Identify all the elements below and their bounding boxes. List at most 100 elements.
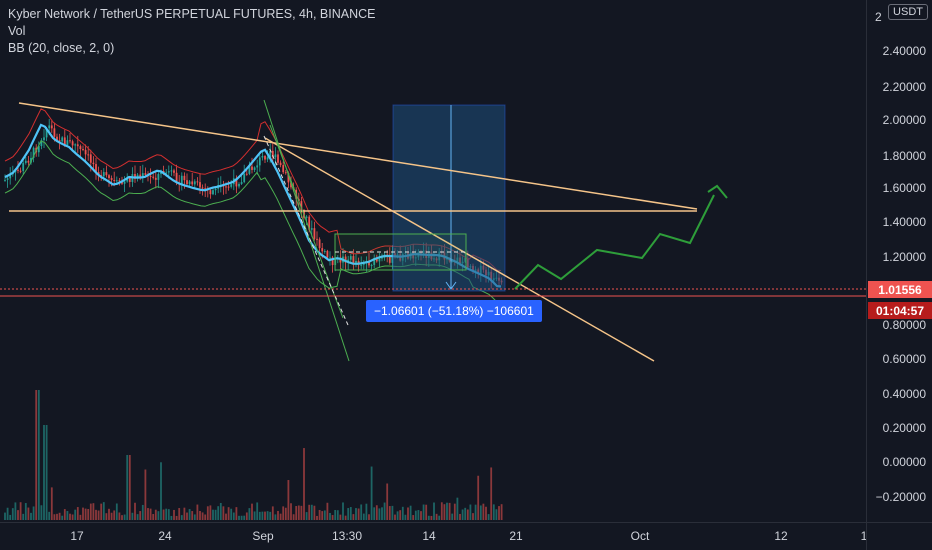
volume-bar bbox=[128, 455, 131, 520]
candle-body bbox=[173, 170, 175, 173]
price-tick-label: 0.40000 bbox=[882, 387, 926, 401]
candle-body bbox=[100, 175, 103, 177]
volume-bar bbox=[212, 509, 214, 520]
volume-bar bbox=[386, 483, 389, 520]
candle-body bbox=[79, 146, 82, 149]
volume-bar bbox=[381, 507, 383, 520]
volume-bar bbox=[30, 512, 32, 520]
time-tick-label: Oct bbox=[630, 529, 650, 543]
candle-body bbox=[186, 180, 188, 185]
volume-bar bbox=[420, 511, 422, 520]
currency-selector-button[interactable]: USDT bbox=[888, 4, 928, 20]
volume-bar bbox=[126, 455, 129, 520]
volume-bar bbox=[318, 509, 321, 520]
measure-box[interactable] bbox=[392, 104, 506, 292]
candle-body bbox=[243, 173, 246, 183]
trendline-upper-long[interactable] bbox=[18, 102, 698, 210]
volume-bar bbox=[45, 425, 48, 520]
candle-body bbox=[154, 177, 157, 180]
volume-bar bbox=[290, 503, 292, 520]
chart-legend[interactable]: Kyber Network / TetherUS PERPETUAL FUTUR… bbox=[8, 6, 375, 57]
volume-bar bbox=[334, 509, 337, 520]
channel-line-outer[interactable] bbox=[263, 99, 350, 362]
volume-bar bbox=[248, 508, 251, 520]
chart-pane[interactable]: Kyber Network / TetherUS PERPETUAL FUTUR… bbox=[0, 0, 866, 522]
price-chart-canvas[interactable] bbox=[0, 0, 866, 522]
volume-bar bbox=[37, 390, 40, 520]
volume-bar bbox=[388, 506, 391, 520]
volume-bar bbox=[492, 504, 495, 520]
volume-bar bbox=[352, 514, 355, 520]
candle-body bbox=[24, 160, 27, 164]
price-tick-label: 1.80000 bbox=[882, 149, 926, 163]
time-tick-label: 21 bbox=[509, 529, 523, 543]
volume-bar bbox=[191, 511, 194, 520]
candle-body bbox=[238, 183, 240, 187]
volume-bar bbox=[500, 504, 503, 520]
forecast-arrow-head bbox=[707, 184, 728, 199]
candle-body bbox=[193, 181, 196, 185]
volume-bar bbox=[141, 504, 144, 520]
candle-body bbox=[43, 137, 45, 141]
volume-bar bbox=[316, 515, 318, 520]
price-scale[interactable]: 2 USDT 2.40000 2.20000 2.00000 1.80000 1.600… bbox=[866, 0, 932, 522]
price-tick-label: 0.80000 bbox=[882, 318, 926, 332]
volume-bar bbox=[227, 507, 230, 520]
volume-bar bbox=[438, 515, 441, 520]
volume-bar bbox=[92, 503, 95, 520]
volume-bar bbox=[232, 512, 235, 520]
candle-body bbox=[53, 128, 56, 137]
volume-bar bbox=[87, 509, 90, 520]
candle-body bbox=[40, 140, 43, 147]
volume-bar bbox=[186, 512, 188, 520]
candle-body bbox=[118, 180, 121, 182]
volume-bar bbox=[297, 505, 300, 520]
candle-body bbox=[144, 173, 147, 175]
volume-indicator-label[interactable]: Vol bbox=[8, 24, 26, 38]
volume-bar bbox=[266, 511, 269, 520]
volume-bar bbox=[134, 502, 136, 520]
volume-bar bbox=[206, 506, 209, 520]
volume-bar bbox=[331, 515, 334, 520]
volume-bar bbox=[375, 505, 378, 520]
candle-body bbox=[27, 160, 30, 163]
volume-bar bbox=[412, 515, 415, 520]
candle-body bbox=[360, 264, 363, 266]
trendline-steep-down[interactable] bbox=[264, 137, 655, 362]
volume-bar bbox=[136, 514, 139, 520]
volume-bar bbox=[17, 510, 19, 520]
candle-body bbox=[214, 188, 217, 191]
volume-bar bbox=[214, 509, 217, 520]
time-scale[interactable]: 17 24 Sep 13:30 14 21 Oct 12 1 bbox=[0, 522, 867, 550]
volume-bar bbox=[461, 509, 464, 520]
volume-bar bbox=[4, 512, 6, 520]
volume-bar bbox=[277, 510, 279, 520]
candle-body bbox=[165, 172, 168, 174]
candle-body bbox=[258, 157, 261, 166]
time-tick-label: 24 bbox=[158, 529, 172, 543]
candle-body bbox=[209, 190, 212, 195]
candle-body bbox=[287, 173, 290, 183]
candle-body bbox=[32, 147, 35, 158]
candle-body bbox=[310, 228, 313, 230]
symbol-title[interactable]: Kyber Network / TetherUS PERPETUAL FUTUR… bbox=[8, 7, 376, 21]
bollinger-indicator-label[interactable]: BB (20, close, 2, 0) bbox=[8, 41, 115, 55]
volume-bar bbox=[253, 511, 256, 520]
price-tick-label: 0.60000 bbox=[882, 352, 926, 366]
candle-body bbox=[17, 169, 19, 171]
candle-body bbox=[240, 182, 243, 184]
volume-bar bbox=[115, 503, 118, 520]
volume-bar bbox=[84, 508, 87, 520]
volume-bar bbox=[149, 508, 152, 520]
candle-body bbox=[6, 178, 9, 180]
volume-bar bbox=[108, 508, 110, 520]
volume-bar bbox=[131, 512, 134, 520]
current-price-badge: 1.01556 bbox=[868, 281, 932, 298]
candle-body bbox=[110, 178, 113, 180]
forecast-path[interactable] bbox=[514, 194, 715, 290]
volume-bar bbox=[100, 503, 103, 520]
volume-bar bbox=[238, 515, 240, 520]
time-tick-label: 14 bbox=[422, 529, 436, 543]
volume-bar bbox=[313, 505, 316, 520]
candle-body bbox=[108, 175, 110, 179]
